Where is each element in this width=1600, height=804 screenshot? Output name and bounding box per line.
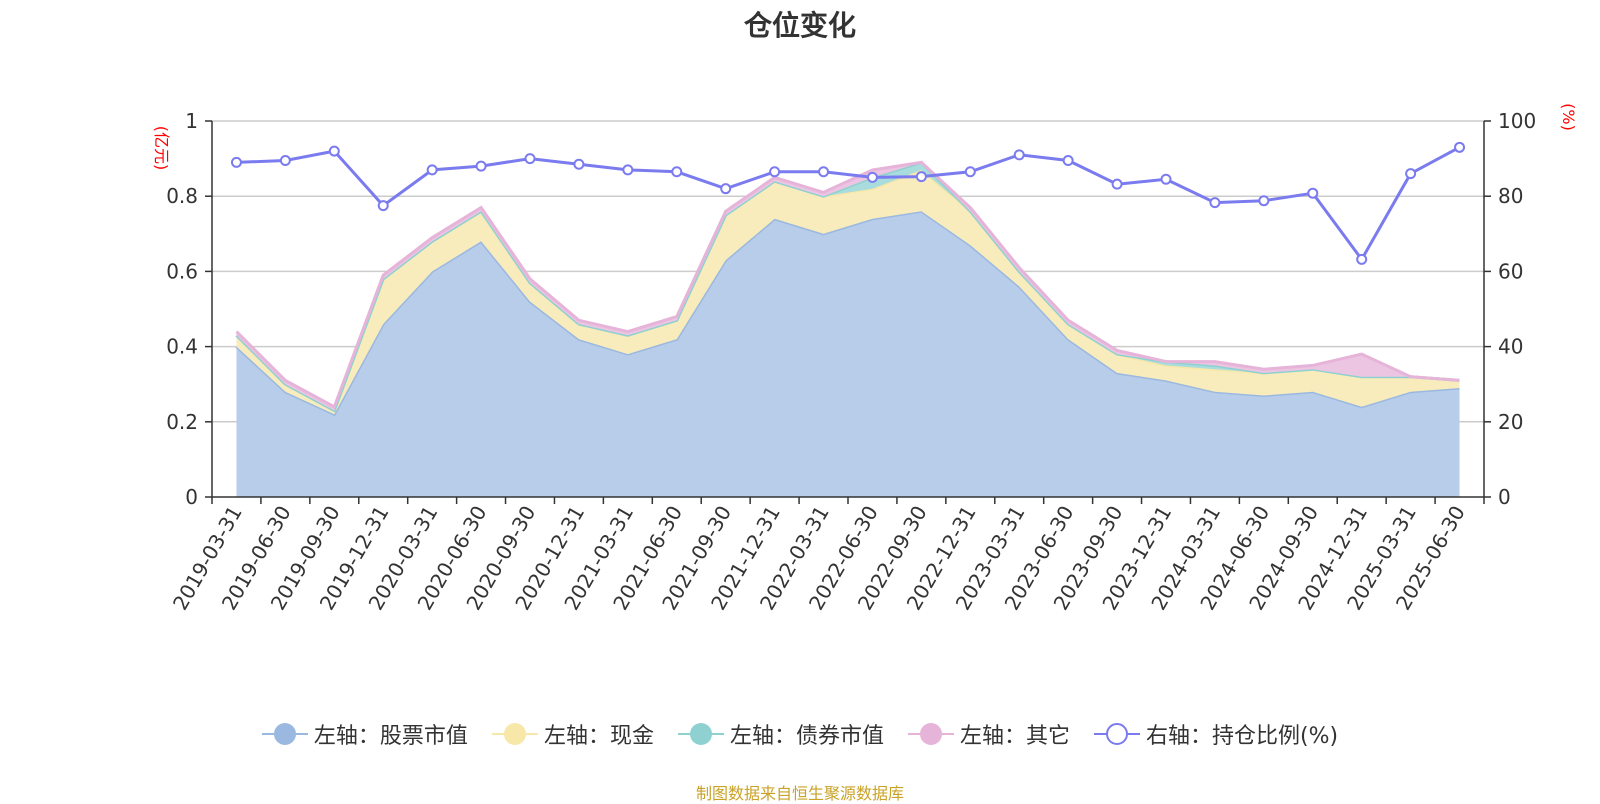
filled-circle-icon bbox=[491, 723, 538, 745]
legend-label: 左轴：其它 bbox=[959, 724, 1070, 749]
right-tick-label: 40 bbox=[1498, 335, 1523, 359]
source-note: 制图数据来自恒生聚源数据库 bbox=[695, 784, 904, 803]
ratio-point bbox=[524, 153, 536, 165]
ratio-line bbox=[236, 145, 1461, 263]
ratio-point bbox=[1258, 195, 1270, 207]
ratio-point bbox=[1356, 253, 1368, 265]
legend-label: 左轴：债券市值 bbox=[729, 724, 884, 749]
ratio-point bbox=[720, 183, 732, 195]
ratio-point bbox=[1405, 168, 1417, 180]
position-ratio-line bbox=[230, 141, 1466, 265]
ratio-point bbox=[230, 156, 242, 168]
ratio-point bbox=[769, 166, 781, 178]
legend-label: 左轴：股票市值 bbox=[313, 724, 468, 749]
right-tick-label: 0 bbox=[1498, 485, 1511, 509]
left-tick-label: 0 bbox=[185, 485, 198, 509]
legend-label: 左轴：现金 bbox=[543, 724, 654, 749]
right-tick-label: 20 bbox=[1498, 410, 1523, 434]
ratio-point bbox=[426, 164, 438, 176]
ratio-point bbox=[1111, 178, 1123, 190]
legend-item-ratio[interactable]: 右轴：持仓比例(%) bbox=[1093, 718, 1339, 750]
ratio-point bbox=[866, 171, 878, 183]
legend-item-bond[interactable]: 左轴：债券市值 bbox=[677, 718, 884, 750]
left-tick-label: 0.4 bbox=[166, 335, 198, 359]
ratio-point bbox=[279, 154, 291, 166]
area-series-edge bbox=[235, 160, 1460, 413]
legend-item-stock[interactable]: 左轴：股票市值 bbox=[261, 718, 468, 750]
area-series bbox=[236, 169, 1460, 415]
ratio-point bbox=[1013, 149, 1025, 161]
ratio-point bbox=[818, 166, 830, 178]
ratio-point bbox=[1160, 173, 1172, 185]
hollow-circle-icon bbox=[1093, 723, 1140, 745]
filled-circle-icon bbox=[677, 723, 724, 745]
right-tick-label: 60 bbox=[1498, 259, 1523, 283]
ratio-point bbox=[915, 171, 927, 183]
area-series-edge bbox=[235, 160, 1460, 409]
ratio-point bbox=[1209, 197, 1221, 209]
chart-title: 仓位变化 bbox=[743, 9, 856, 42]
ratio-point bbox=[475, 160, 487, 172]
left-tick-label: 1 bbox=[185, 109, 198, 133]
filled-circle-icon bbox=[261, 723, 308, 745]
right-tick-label: 100 bbox=[1498, 109, 1536, 133]
legend: 左轴：股票市值 左轴：现金 左轴：债券市值 左轴：其它 右轴：持仓比例(%) bbox=[0, 718, 1600, 750]
left-tick-label: 0.6 bbox=[166, 259, 198, 283]
stacked-areas bbox=[235, 160, 1460, 497]
ratio-point bbox=[1454, 141, 1466, 153]
legend-item-cash[interactable]: 左轴：现金 bbox=[491, 718, 654, 750]
filled-circle-icon bbox=[907, 723, 954, 745]
ratio-point bbox=[328, 145, 340, 157]
right-axis-unit: (%) bbox=[1559, 103, 1578, 131]
left-tick-label: 0.2 bbox=[166, 410, 198, 434]
ratio-point bbox=[1307, 187, 1319, 199]
ratio-point bbox=[622, 164, 634, 176]
right-tick-label: 80 bbox=[1498, 184, 1523, 208]
left-tick-label: 0.8 bbox=[166, 184, 198, 208]
area-series bbox=[236, 211, 1460, 497]
legend-label: 右轴：持仓比例(%) bbox=[1145, 724, 1339, 749]
ratio-point bbox=[1062, 154, 1074, 166]
ratio-point bbox=[964, 166, 976, 178]
left-axis-unit: (亿元) bbox=[152, 126, 171, 171]
legend-item-other[interactable]: 左轴：其它 bbox=[907, 718, 1070, 750]
ratio-point bbox=[377, 200, 389, 212]
ratio-point bbox=[573, 158, 585, 170]
ratio-point bbox=[671, 166, 683, 178]
